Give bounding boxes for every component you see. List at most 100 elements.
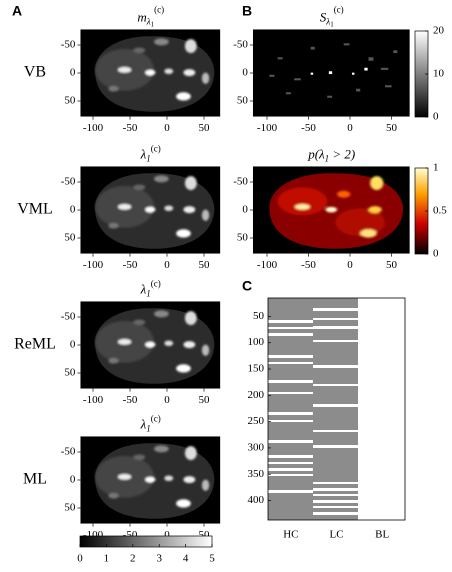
- y-tick-label: -50: [61, 176, 76, 188]
- y-tick-label: 150: [248, 363, 265, 375]
- y-tick-label: 250: [248, 415, 265, 427]
- x-tick-label: 50: [199, 529, 211, 541]
- y-tick-label: 50: [64, 367, 76, 379]
- map-title: p(λ1 > 2): [307, 146, 355, 163]
- colorbar-label: 2: [130, 553, 136, 565]
- x-tick-label: HC: [283, 529, 298, 541]
- map-title: λ1(c): [140, 143, 161, 163]
- title-part: (c): [151, 413, 161, 423]
- x-tick-label: 50: [199, 259, 211, 271]
- title-part: 1: [146, 153, 151, 163]
- colorbar-label: 20: [433, 25, 445, 37]
- row-label: ReML: [14, 336, 56, 353]
- x-tick-label: -100: [257, 259, 278, 271]
- y-tick-label: 0: [242, 67, 248, 79]
- map-title: Sλ1(c): [320, 4, 344, 28]
- y-tick-label: 0: [70, 474, 76, 486]
- title-part: (c): [334, 4, 344, 14]
- y-tick-label: 50: [64, 502, 76, 514]
- title-part: 1: [330, 20, 334, 28]
- title-part: 1: [151, 20, 155, 28]
- y-tick-label: -50: [61, 311, 76, 323]
- title-part: S: [320, 9, 327, 24]
- colorbar: [79, 535, 213, 548]
- x-tick-label: -50: [123, 122, 138, 134]
- panel-letter: A: [12, 3, 22, 19]
- y-tick-label: 50: [237, 232, 249, 244]
- map-image: [80, 166, 220, 253]
- map-image: [253, 166, 410, 253]
- panel-letter: B: [242, 3, 252, 19]
- map-image: [252, 29, 410, 117]
- y-tick-label: 100: [248, 336, 265, 348]
- colorbar-label: 3: [156, 553, 162, 565]
- map-image: [80, 301, 220, 388]
- y-tick-label: -50: [233, 176, 248, 188]
- map-image: [80, 436, 220, 523]
- x-tick-label: BL: [375, 529, 389, 541]
- map-title: λ1(c): [140, 413, 161, 433]
- x-tick-label: -100: [257, 122, 278, 134]
- x-tick-label: -100: [83, 122, 104, 134]
- x-tick-label: 0: [164, 529, 170, 541]
- x-tick-label: 0: [164, 394, 170, 406]
- colorbar-label: 10: [433, 68, 445, 80]
- y-tick-label: 300: [248, 441, 265, 453]
- title-part: λ: [146, 16, 151, 26]
- x-tick-label: -50: [123, 259, 138, 271]
- colorbar-label: 0.5: [433, 205, 447, 217]
- y-tick-label: -50: [61, 39, 76, 51]
- x-tick-label: 50: [199, 122, 211, 134]
- title-part: 1: [146, 288, 151, 298]
- title-part: λ: [325, 16, 330, 26]
- title-part: (c): [151, 278, 161, 288]
- x-tick-label: -50: [301, 259, 316, 271]
- x-tick-label: 50: [386, 122, 398, 134]
- row-label: VML: [17, 201, 53, 218]
- x-tick-label: 0: [347, 259, 353, 271]
- panel-letter: C: [242, 278, 252, 294]
- y-tick-label: 400: [248, 494, 265, 506]
- x-tick-label: -100: [83, 259, 104, 271]
- x-tick-label: -50: [123, 394, 138, 406]
- colorbar-label: 5: [209, 553, 215, 565]
- x-tick-label: 50: [199, 394, 211, 406]
- x-tick-label: -100: [83, 394, 104, 406]
- y-tick-label: 50: [64, 232, 76, 244]
- y-tick-label: 50: [237, 95, 249, 107]
- x-tick-label: -50: [301, 122, 316, 134]
- title-part: λ: [140, 281, 147, 296]
- title-part: 1: [325, 153, 330, 163]
- title-part: (c): [154, 4, 164, 14]
- row-label: VB: [24, 64, 46, 81]
- colorbar-label: 1: [433, 162, 439, 174]
- y-tick-label: 350: [248, 468, 265, 480]
- x-tick-label: 0: [164, 122, 170, 134]
- y-tick-label: -50: [233, 39, 248, 51]
- title-part: λ: [140, 146, 147, 161]
- row-label: ML: [23, 471, 47, 488]
- colorbar-label: 0: [77, 553, 83, 565]
- y-tick-label: 0: [242, 204, 248, 216]
- x-tick-label: LC: [329, 529, 343, 541]
- title-part: > 2): [329, 146, 355, 161]
- x-tick-label: 0: [164, 259, 170, 271]
- title-part: m: [137, 9, 146, 24]
- map-title: mλ1 (c): [137, 4, 164, 28]
- y-tick-label: 50: [253, 310, 265, 322]
- y-tick-label: 0: [70, 204, 76, 216]
- colorbar-label: 0: [433, 111, 439, 123]
- y-tick-label: -50: [61, 446, 76, 458]
- y-tick-label: 0: [70, 67, 76, 79]
- title-part: (c): [151, 143, 161, 153]
- colorbar-label: 4: [183, 553, 189, 565]
- panel-c-matrix: [267, 297, 406, 521]
- colorbar-label: 1: [104, 553, 110, 565]
- title-part: p(λ: [307, 146, 325, 161]
- colorbar-label: 0: [433, 248, 439, 260]
- x-tick-label: 50: [386, 259, 398, 271]
- map-title: λ1(c): [140, 278, 161, 298]
- y-tick-label: 0: [70, 339, 76, 351]
- y-tick-label: 50: [64, 95, 76, 107]
